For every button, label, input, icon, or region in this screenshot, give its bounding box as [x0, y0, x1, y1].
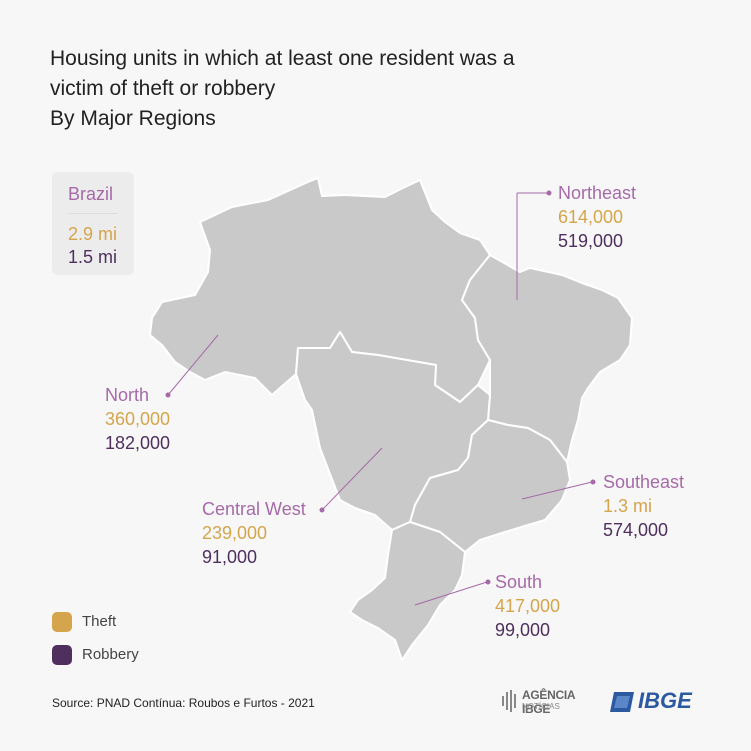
southeast-pointer-line — [521, 481, 593, 500]
brazil-label: Brazil — [68, 184, 114, 204]
brazil-robbery-value: 1.5 mi — [68, 247, 118, 267]
theft-value-north: 360,000 — [105, 409, 171, 429]
title-line-3: By Major Regions — [50, 107, 216, 130]
south-pointer-dot — [485, 579, 491, 585]
agencia-ibge-logo: AGÊNCIA IBGE NOTÍCIAS — [500, 688, 600, 716]
label-central-west: Central West 239,000 91,000 — [202, 497, 306, 569]
region-name-central-west: Central West — [202, 499, 306, 519]
robbery-value-southeast: 574,000 — [603, 520, 669, 540]
central-west-pointer-dot — [319, 507, 325, 513]
southeast-pointer-dot — [590, 479, 596, 485]
theft-value-south: 417,000 — [495, 596, 561, 616]
region-northeast — [461, 254, 633, 463]
brazil-total-box: Brazil 2.9 mi 1.5 mi — [52, 172, 134, 275]
chart-title: Housing units in which at least one resi… — [50, 44, 610, 134]
legend-robbery-label: Robbery — [82, 645, 139, 663]
legend-robbery: Robbery — [52, 645, 139, 665]
ibge-logo-icon — [610, 692, 634, 712]
south-pointer-line — [414, 581, 488, 606]
northeast-pointer-dot — [546, 190, 552, 196]
central-west-pointer-line — [321, 447, 383, 511]
robbery-value-northeast: 519,000 — [558, 231, 624, 251]
label-south: South 417,000 99,000 — [495, 570, 560, 642]
region-south — [349, 521, 466, 661]
legend-theft-label: Theft — [82, 612, 117, 630]
region-name-south: South — [495, 572, 543, 592]
agencia-logo-icon — [502, 690, 516, 712]
north-pointer-dot — [165, 392, 171, 398]
ibge-logo: IBGE — [608, 686, 708, 716]
theft-value-northeast: 614,000 — [558, 207, 624, 227]
region-southeast — [409, 419, 571, 553]
theft-value-southeast: 1.3 mi — [603, 496, 653, 516]
north-pointer-line — [167, 334, 219, 396]
region-name-north: North — [105, 385, 150, 405]
legend-theft-swatch — [52, 612, 72, 632]
brazil-theft-value: 2.9 mi — [68, 224, 118, 244]
agencia-logo-title: AGÊNCIA IBGE — [522, 688, 575, 716]
legend-theft: Theft — [52, 612, 116, 632]
robbery-value-north: 182,000 — [105, 433, 171, 453]
source-note: Source: PNAD Contínua: Roubos e Furtos -… — [52, 696, 315, 710]
title-line-1: Housing units in which at least one resi… — [50, 47, 515, 70]
ibge-logo-text: IBGE — [638, 688, 692, 713]
robbery-value-central-west: 91,000 — [202, 547, 258, 567]
label-north: North 360,000 182,000 — [105, 383, 170, 455]
label-southeast: Southeast 1.3 mi 574,000 — [603, 470, 684, 542]
region-name-southeast: Southeast — [603, 472, 685, 492]
title-line-2: victim of theft or robbery — [50, 77, 276, 100]
robbery-value-south: 99,000 — [495, 620, 551, 640]
theft-value-central-west: 239,000 — [202, 523, 268, 543]
region-name-northeast: Northeast — [558, 183, 637, 203]
label-northeast: Northeast 614,000 519,000 — [558, 181, 636, 253]
agencia-logo-subtitle: NOTÍCIAS — [522, 702, 560, 711]
brazil-divider — [68, 213, 118, 214]
legend-robbery-swatch — [52, 645, 72, 665]
